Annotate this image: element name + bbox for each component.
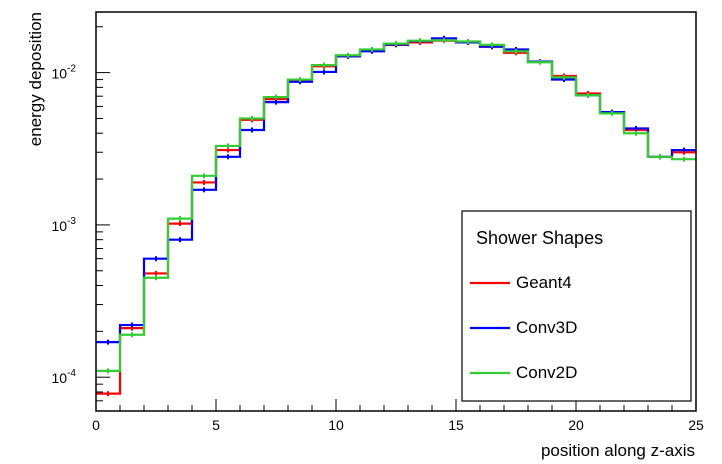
legend: Shower Shapes Geant4 Conv3D Conv2D xyxy=(461,210,692,402)
series-layer xyxy=(96,35,696,397)
legend-box xyxy=(461,210,692,402)
x-tick-label: 10 xyxy=(328,417,344,433)
y-tick-label: 10-2 xyxy=(52,64,77,82)
y-tick-label: 10-4 xyxy=(52,368,77,386)
legend-label-geant4: Geant4 xyxy=(516,273,572,292)
x-tick-label: 25 xyxy=(688,417,704,433)
y-axis-ticks: 10-4 10-3 10-2 xyxy=(52,26,110,412)
y-tick-label: 10-3 xyxy=(52,216,77,234)
x-axis-ticks: 0 5 10 15 20 25 xyxy=(92,399,704,433)
legend-label-conv3d: Conv3D xyxy=(516,318,577,337)
legend-label-conv2d: Conv2D xyxy=(516,363,577,382)
x-tick-label: 20 xyxy=(568,417,584,433)
legend-items: Geant4 Conv3D Conv2D xyxy=(470,273,577,382)
legend-title: Shower Shapes xyxy=(476,228,603,248)
x-tick-label: 15 xyxy=(448,417,464,433)
plot-frame xyxy=(95,11,697,412)
x-tick-label: 5 xyxy=(212,417,220,433)
y-axis-label: energy deposition xyxy=(26,12,45,146)
x-axis-label: position along z-axis xyxy=(541,441,695,460)
x-tick-label: 0 xyxy=(92,417,100,433)
